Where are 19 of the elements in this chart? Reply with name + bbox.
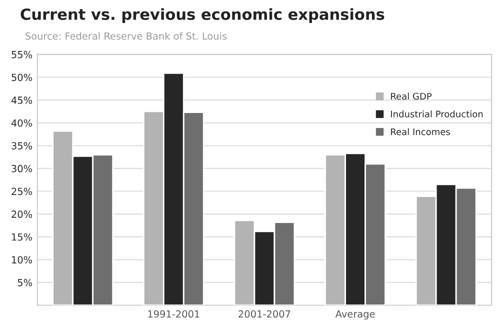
x-tick-label: 2001-2007 bbox=[238, 310, 290, 318]
y-tick-label: 5% bbox=[18, 278, 32, 286]
y-tick-label: 30% bbox=[12, 164, 32, 172]
legend-label: Real Incomes bbox=[391, 128, 450, 136]
y-tick-label: 40% bbox=[11, 119, 32, 127]
x-tick-label: 1991-2001 bbox=[148, 310, 200, 318]
legend-label: Real GDP bbox=[391, 92, 432, 100]
y-tick-label: 35% bbox=[12, 142, 32, 150]
y-tick-label: 20% bbox=[12, 210, 32, 218]
y-tick-label: 55% bbox=[12, 50, 32, 58]
y-tick-label: 50% bbox=[12, 74, 32, 82]
chart-subtitle: Source: Federal Reserve Bank of St. Louis bbox=[26, 32, 227, 40]
y-tick-label: 45% bbox=[11, 96, 32, 104]
y-tick-label: 25% bbox=[12, 188, 32, 196]
y-tick-label: 10% bbox=[12, 256, 32, 264]
legend-label: Industrial Production bbox=[391, 110, 483, 118]
x-tick-label: Average bbox=[335, 310, 375, 320]
chart-title: Current vs. previous economic expansions bbox=[20, 8, 384, 23]
y-tick-label: 15% bbox=[12, 233, 32, 241]
